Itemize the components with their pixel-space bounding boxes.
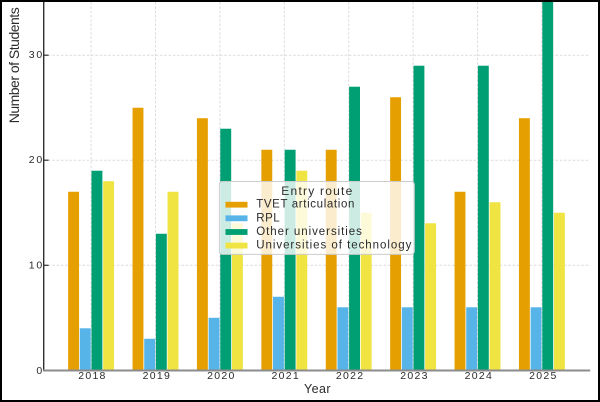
svg-text:2022: 2022 <box>336 370 363 382</box>
svg-text:2020: 2020 <box>207 370 234 382</box>
svg-text:Entry route: Entry route <box>281 184 352 198</box>
svg-text:RPL: RPL <box>256 212 280 224</box>
svg-text:2024: 2024 <box>465 370 492 382</box>
svg-text:2021: 2021 <box>272 370 299 382</box>
svg-text:Other universities: Other universities <box>256 226 362 238</box>
svg-text:Year: Year <box>304 382 331 396</box>
svg-text:10: 10 <box>29 259 43 271</box>
svg-text:2018: 2018 <box>78 370 105 382</box>
svg-text:2023: 2023 <box>400 370 427 382</box>
svg-text:2025: 2025 <box>529 370 556 382</box>
svg-text:2019: 2019 <box>143 370 170 382</box>
svg-text:0: 0 <box>36 365 42 377</box>
svg-text:30: 30 <box>29 49 43 61</box>
svg-text:Universities of technology: Universities of technology <box>256 240 411 252</box>
svg-text:Number of Students: Number of Students <box>6 7 22 123</box>
svg-text:TVET articulation: TVET articulation <box>256 199 354 211</box>
svg-text:20: 20 <box>29 154 43 166</box>
